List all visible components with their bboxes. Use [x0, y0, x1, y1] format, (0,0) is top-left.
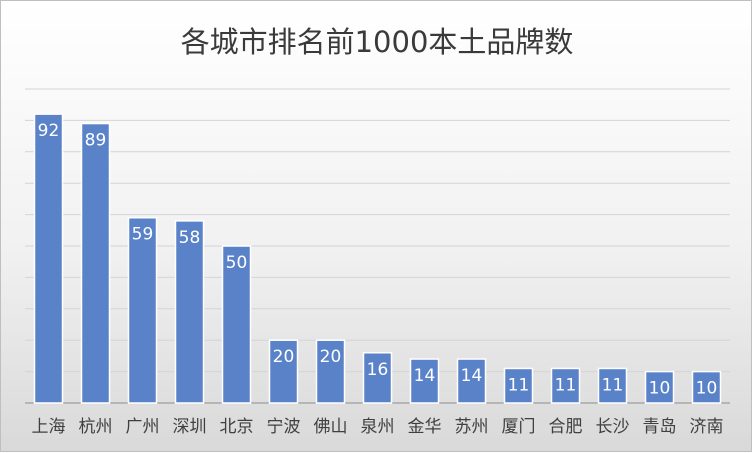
data-label: 16	[367, 360, 389, 380]
bars	[33, 113, 722, 404]
bar	[503, 367, 534, 404]
bar	[691, 370, 722, 404]
x-tick-label: 济南	[690, 417, 724, 437]
bar	[362, 352, 393, 404]
x-tick-label: 宁波	[267, 417, 301, 437]
x-tick-label: 苏州	[455, 417, 489, 437]
x-tick-label: 长沙	[596, 417, 630, 437]
bar	[33, 113, 64, 404]
bar	[315, 339, 346, 404]
bar	[644, 370, 675, 404]
x-tick-label: 厦门	[502, 417, 536, 437]
bar	[80, 122, 111, 404]
data-label: 14	[461, 366, 483, 386]
bar	[409, 358, 440, 404]
bar	[174, 220, 205, 404]
data-label: 58	[179, 228, 201, 248]
x-tick-label: 上海	[32, 417, 66, 437]
bar	[268, 339, 299, 404]
x-tick-label: 青岛	[643, 417, 677, 437]
data-label: 50	[226, 253, 248, 273]
x-tick-labels: 上海 杭州 广州 深圳 北京 宁波 佛山 泉州 金华 苏州 厦门 合肥 长沙 青岛 济南	[32, 417, 724, 437]
data-label: 59	[132, 225, 154, 245]
bar	[221, 245, 252, 404]
data-label: 92	[38, 121, 60, 141]
x-tick-label: 广州	[126, 417, 160, 437]
bar	[127, 216, 158, 404]
data-label: 10	[696, 379, 718, 399]
data-labels: 92 89 59 58 50 20 20 16 14 14 11 11 11 10 10	[38, 121, 718, 398]
data-label: 20	[273, 347, 295, 367]
x-tick-label: 合肥	[549, 417, 583, 437]
bar	[597, 367, 628, 404]
data-label: 14	[414, 366, 436, 386]
x-tick-label: 佛山	[314, 417, 348, 437]
x-tick-label: 北京	[220, 417, 254, 437]
chart-title: 各城市排名前1000本土品牌数	[180, 25, 574, 59]
x-tick-label: 泉州	[361, 417, 395, 437]
data-label: 10	[649, 379, 671, 399]
bar	[456, 358, 487, 404]
x-tick-label: 深圳	[173, 417, 207, 437]
data-label: 11	[555, 375, 577, 395]
bar	[550, 367, 581, 404]
x-tick-label: 金华	[408, 417, 442, 437]
data-label: 11	[508, 375, 530, 395]
data-label: 20	[320, 347, 342, 367]
data-label: 89	[85, 131, 107, 151]
x-tick-label: 杭州	[79, 417, 113, 437]
data-label: 11	[602, 375, 624, 395]
